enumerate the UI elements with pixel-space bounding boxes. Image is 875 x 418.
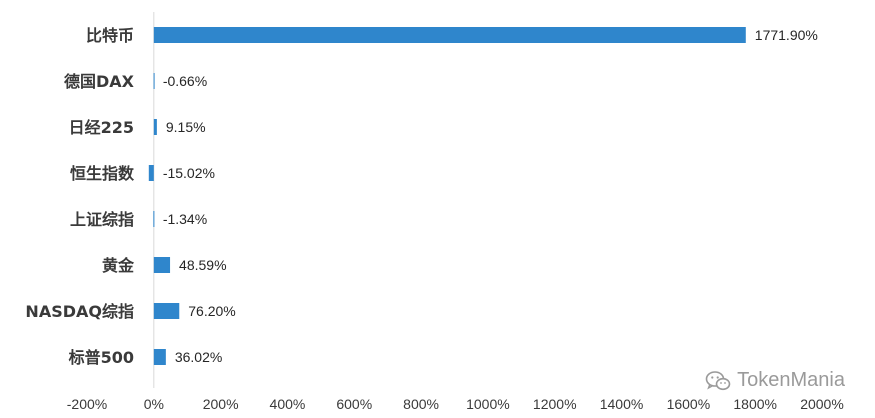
data-label: -0.66%	[163, 73, 207, 89]
category-label: 德国DAX	[64, 72, 135, 91]
data-label: -1.34%	[163, 211, 207, 227]
category-label: 恒生指数	[70, 164, 135, 183]
x-tick-label: -200%	[67, 396, 107, 412]
bar	[153, 27, 746, 43]
bar	[153, 73, 155, 89]
bar	[153, 349, 166, 365]
x-tick-label: 1600%	[667, 396, 711, 412]
data-label: 1771.90%	[755, 27, 818, 43]
labels: 比特币 1771.90% 德国DAX -0.66% 日经225 9.15% 恒生指数 -15.…	[25, 26, 817, 367]
data-label: 36.02%	[175, 349, 222, 365]
x-tick-label: 600%	[336, 396, 372, 412]
category-label: 黄金	[102, 256, 135, 275]
x-tick-label: 0%	[144, 396, 164, 412]
data-label: 48.59%	[179, 257, 226, 273]
bar	[148, 165, 154, 181]
x-tick-label: 1400%	[600, 396, 644, 412]
x-tick-label: 2000%	[800, 396, 844, 412]
bar	[153, 211, 155, 227]
x-tick-label: 200%	[203, 396, 239, 412]
wechat-icon	[705, 370, 731, 390]
x-tick-label: 1200%	[533, 396, 577, 412]
data-label: 76.20%	[188, 303, 235, 319]
category-label: 上证综指	[70, 210, 134, 229]
axes: -200% 0% 200% 400% 600% 800% 1000% 1200% 1400% 16…	[67, 12, 844, 412]
category-label: 日经225	[69, 118, 134, 137]
data-label: 9.15%	[166, 119, 206, 135]
bars	[148, 27, 746, 365]
watermark: TokenMania	[705, 369, 845, 392]
x-tick-label: 1000%	[466, 396, 510, 412]
bar	[153, 119, 157, 135]
category-label: NASDAQ综指	[25, 302, 134, 321]
x-tick-label: 400%	[270, 396, 306, 412]
x-tick-label: 1800%	[733, 396, 777, 412]
watermark-text: TokenMania	[737, 369, 845, 391]
x-tick-label: 800%	[403, 396, 439, 412]
bar	[153, 303, 180, 319]
bar	[153, 257, 171, 273]
category-label: 比特币	[86, 26, 134, 45]
data-label: -15.02%	[163, 165, 215, 181]
category-label: 标普500	[68, 348, 134, 367]
